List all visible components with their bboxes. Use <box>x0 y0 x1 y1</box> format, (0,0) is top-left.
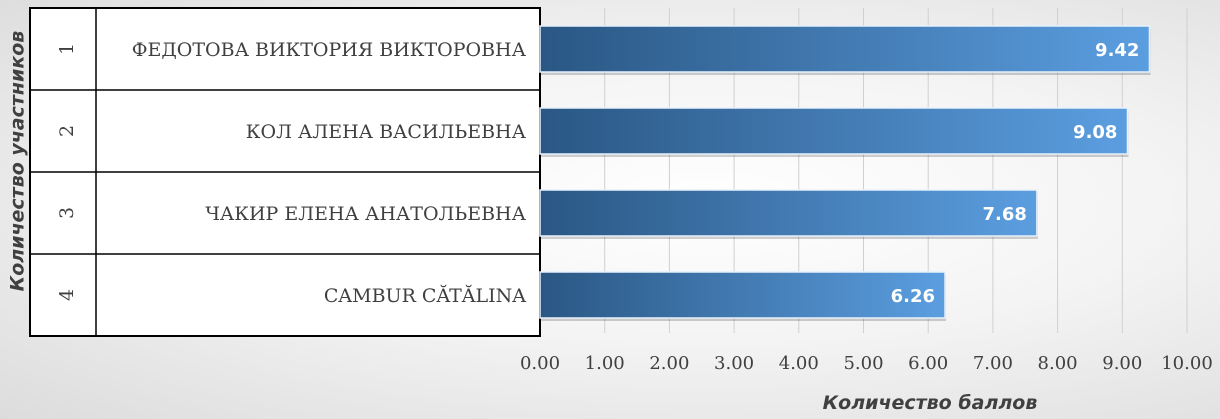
x-tick-label: 4.00 <box>779 353 819 374</box>
category-label: КОЛ АЛЕНА ВАСИЛЬЕВНА <box>246 121 527 143</box>
x-tick-label: 1.00 <box>585 353 625 374</box>
x-tick-label: 6.00 <box>908 353 948 374</box>
bar-value-label: 9.42 <box>1095 40 1139 61</box>
x-tick-label: 8.00 <box>1038 353 1078 374</box>
x-axis-title: Количество баллов <box>822 392 1038 414</box>
bar-value-label: 7.68 <box>982 204 1026 225</box>
category-label: ФЕДОТОВА ВИКТОРИЯ ВИКТОРОВНА <box>132 39 527 61</box>
bar <box>539 271 946 319</box>
x-tick-label: 2.00 <box>649 353 689 374</box>
x-tick-label: 0.00 <box>520 353 560 374</box>
bar <box>539 107 1129 155</box>
x-tick-label: 7.00 <box>973 353 1013 374</box>
category-label: CAMBUR CĂTĂLINA <box>324 284 526 307</box>
bar-value-label: 9.08 <box>1073 122 1117 143</box>
x-tick-label: 3.00 <box>714 353 754 374</box>
bar-value-label: 6.26 <box>891 286 935 307</box>
x-tick-label: 5.00 <box>843 353 883 374</box>
category-label: ЧАКИР ЕЛЕНА АНАТОЛЬЕВНА <box>205 203 526 225</box>
category-index: 2 <box>56 125 78 137</box>
bar <box>539 189 1038 237</box>
category-index: 1 <box>56 43 78 55</box>
bars: 9.42 9.08 7.68 6.26 <box>539 25 1151 321</box>
category-index: 4 <box>56 289 78 301</box>
x-axis-ticks: 0.00 1.00 2.00 3.00 4.00 5.00 6.00 7.00 8.00 9.00… <box>520 353 1213 374</box>
category-table: 1 ФЕДОТОВА ВИКТОРИЯ ВИКТОРОВНА 2 КОЛ АЛЕНА … <box>29 7 541 337</box>
x-tick-label: 10.00 <box>1161 353 1213 374</box>
bar <box>539 25 1151 73</box>
x-tick-label: 9.00 <box>1102 353 1142 374</box>
category-index: 3 <box>56 207 78 219</box>
